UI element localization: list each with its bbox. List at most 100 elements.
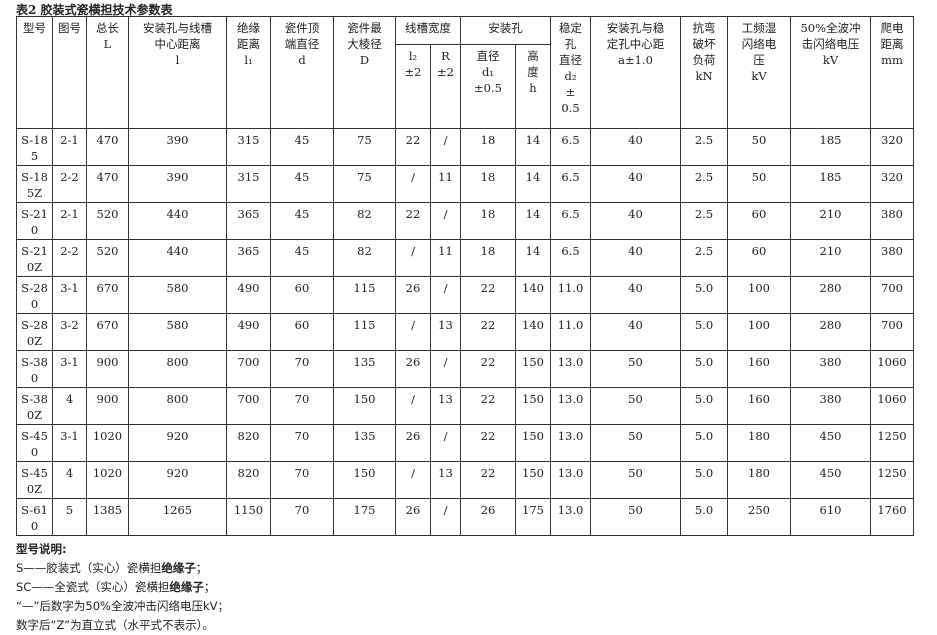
table-cell: S-610 [16,498,53,536]
table-cell: 1150 [226,498,271,536]
table-cell: 380 [790,350,871,388]
table-cell: 5.0 [680,498,728,536]
table-cell: 13 [430,387,461,425]
table-cell: 22 [395,128,431,166]
table-cell: 5.0 [680,424,728,462]
table-cell: 50 [590,387,681,425]
table-cell: 440 [128,239,227,277]
table-cell: 800 [128,350,227,388]
table-cell: 380 [790,387,871,425]
table-row: S-280Z 3-2 670 580 490 60 115/13 22 140 11.0 40 5.0… [16,313,914,351]
table-cell: 40 [590,202,681,240]
table-cell: 700 [226,387,271,425]
table-cell: 6.5 [550,239,591,277]
note-text: ； [195,561,208,575]
table-cell: 5.0 [680,313,728,351]
table-cell: 800 [128,387,227,425]
table-cell: 280 [790,313,871,351]
table-cell: 115 [333,276,396,314]
table-cell: 22 [460,424,516,462]
table-cell: 11.0 [550,313,591,351]
table-cell: 2.5 [680,202,728,240]
table-cell: 380 [870,202,914,240]
table-cell: 670 [86,276,129,314]
table-cell: 40 [590,165,681,203]
header-cell: 线槽宽度 [395,16,461,45]
table-cell: 45 [270,165,334,203]
table-cell: S-210Z [16,239,53,277]
table-cell: S-280 [16,276,53,314]
table-cell: 490 [226,313,271,351]
table-cell: 185 [790,128,871,166]
table-cell: 315 [226,165,271,203]
header-cell: 总长 L [86,16,129,129]
table-cell: S-450 [16,424,53,462]
table-cell: 18 [460,202,516,240]
table-cell: 280 [790,276,871,314]
table-cell: 365 [226,239,271,277]
table-cell: 18 [460,128,516,166]
table-cell: 3-2 [52,313,87,351]
subheader-cell: R ±2 [430,44,461,129]
table-cell: 2-1 [52,202,87,240]
table-cell: 140 [515,313,551,351]
table-row: S-450 3-1 1020 920 820 70 135 26/22 150 13.0 50 5.0… [16,424,914,462]
table-cell: / [395,165,431,203]
table-cell: 150 [515,424,551,462]
table-cell: 150 [515,387,551,425]
table-cell: 820 [226,424,271,462]
param-table: 型号 图号 总长 L 安装孔与线槽 中心距离 l 绝缘 距离 l₁ 瓷件顶 端直… [16,16,914,536]
table-cell: 11 [430,165,461,203]
table-cell: 175 [333,498,396,536]
table-cell: 520 [86,202,129,240]
table-cell: 210 [790,239,871,277]
table-cell: / [430,202,461,240]
note-text: 绝缘子 [161,561,196,575]
table-cell: 45 [270,128,334,166]
table-cell: 1020 [86,461,129,499]
table-cell: 18 [460,239,516,277]
table-cell: 22 [395,202,431,240]
table-cell: 82 [333,202,396,240]
table-cell: 70 [270,498,334,536]
table-cell: 1060 [870,387,914,425]
header-cell: 50%全波冲 击闪络电压 kV [790,16,871,129]
table-cell: 14 [515,239,551,277]
table-cell: 4 [52,461,87,499]
table-row: S-610 5 1385 1265 1150 70 175 26/26 175 13.0 50 5.0… [16,498,914,536]
table-cell: 365 [226,202,271,240]
table-cell: / [395,313,431,351]
table-cell: 40 [590,313,681,351]
table-cell: 610 [790,498,871,536]
table-cell: 22 [460,387,516,425]
table-cell: 45 [270,202,334,240]
table-row: S-210 2-1 520 440 365 45 82 22/18 14 6.5 40 2.5 60 21… [16,202,914,240]
table-cell: 70 [270,387,334,425]
table-cell: / [430,128,461,166]
subheader-cell: 高 度 h [515,44,551,129]
table-cell: 18 [460,165,516,203]
table-cell: 2-2 [52,239,87,277]
header-cell: 图号 [52,16,87,129]
table-cell: 40 [590,276,681,314]
table-cell: 3-1 [52,424,87,462]
table-cell: 14 [515,128,551,166]
header-cell: 工频湿 闪络电 压 kV [727,16,791,129]
note-line: 数字后“Z”为直立式（水平式不表示）。 [16,616,229,635]
table-cell: 60 [270,313,334,351]
table-cell: 1250 [870,424,914,462]
table-cell: 920 [128,461,227,499]
header-cell: 安装孔与稳 定孔中心距 a±1.0 [590,16,681,129]
table-cell: 390 [128,165,227,203]
table-row: S-185Z 2-2 470 390 315 45 75/11 18 14 6.5 40 2.5 50 1… [16,165,914,203]
table-cell: 150 [333,461,396,499]
table-cell: 670 [86,313,129,351]
note-text: ； [203,580,216,594]
table-cell: 320 [870,128,914,166]
table-cell: 50 [590,498,681,536]
table-cell: 700 [870,276,914,314]
table-cell: 140 [515,276,551,314]
header-cell: 瓷件顶 端直径 d [270,16,334,129]
table-cell: 900 [86,387,129,425]
